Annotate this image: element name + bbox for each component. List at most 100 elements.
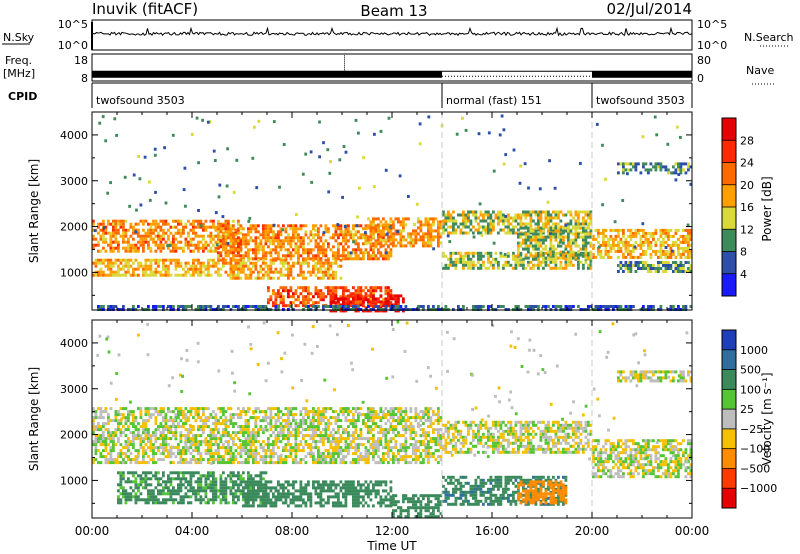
echo-cell [442, 254, 445, 258]
echo-cell [147, 446, 150, 450]
echo-cell [429, 238, 433, 242]
echo-cell [587, 216, 590, 220]
echo-cell [237, 431, 240, 435]
echo-cell [504, 214, 508, 218]
echo-cell [114, 222, 118, 226]
echo-cell [369, 437, 373, 441]
echo-cell [272, 270, 275, 274]
echo-cell [274, 292, 278, 296]
echo-cell [659, 231, 663, 235]
echo-cell [617, 249, 620, 253]
echo-cell [322, 443, 325, 447]
echo-cell [302, 245, 305, 249]
echo-cell [217, 437, 220, 441]
echo-cell [407, 241, 410, 245]
frequency-trace [592, 70, 692, 78]
echo-cell [122, 231, 125, 235]
echo-cell [167, 222, 170, 226]
echo-cell [269, 254, 273, 258]
echo-cell [159, 219, 163, 223]
echo-cell [224, 248, 228, 252]
echo-cell [204, 419, 208, 423]
echo-cell [279, 458, 283, 462]
echo-cell [267, 455, 270, 459]
echo-cell [349, 461, 353, 465]
echo-cell [174, 446, 178, 450]
echo-cell [107, 434, 110, 438]
echo-cell [109, 407, 113, 411]
echo-cell [559, 240, 562, 244]
echo-cell [539, 235, 543, 239]
echo-cell [287, 434, 290, 438]
echo-cell [502, 228, 505, 232]
echo-cell [137, 452, 140, 456]
echo-cell [159, 249, 163, 253]
echo-cell [377, 217, 380, 221]
echo-cell [392, 232, 395, 236]
echo-cell [294, 233, 298, 237]
echo-cell [312, 437, 315, 441]
echo-cell [277, 295, 280, 299]
echo-cell [389, 217, 393, 221]
echo-cell [134, 434, 138, 438]
echo-cell [119, 452, 123, 456]
echo-cell [657, 249, 660, 253]
echo-cell [279, 461, 283, 465]
echo-cell [164, 231, 168, 235]
echo-cell [267, 270, 270, 274]
echo-cell [232, 236, 235, 240]
echo-cell [242, 425, 245, 429]
echo-cell [644, 234, 648, 238]
echo-cell [412, 229, 415, 233]
echo-cell [507, 225, 510, 229]
echo-cell [514, 219, 518, 223]
echo-cell [129, 258, 133, 262]
echo-cell [242, 236, 245, 240]
echo-cell [197, 440, 200, 444]
echo-cell [547, 256, 550, 260]
echo-cell [124, 428, 128, 432]
echo-cell [219, 437, 223, 441]
echo-cell [172, 434, 175, 438]
echo-cell [342, 257, 345, 261]
echo-cell [167, 234, 170, 238]
echo-cell [194, 407, 198, 411]
echo-cell [249, 452, 253, 456]
echo-cell [654, 267, 658, 270]
echo-cell [627, 252, 630, 256]
echo-cell [212, 434, 215, 438]
echo-cell [394, 217, 398, 221]
echo-cell [664, 255, 668, 259]
echo-cell [172, 431, 175, 435]
echo-cell [554, 263, 558, 267]
echo-cell [337, 233, 340, 237]
echo-cell [512, 148, 516, 152]
echo-cell [97, 222, 100, 226]
echo-cell [322, 292, 325, 296]
echo-cell [502, 219, 505, 223]
echo-cell [342, 254, 345, 258]
echo-cell [217, 227, 220, 231]
echo-cell [369, 229, 373, 233]
echo-cell [319, 236, 323, 240]
echo-cell [184, 458, 188, 462]
echo-cell [204, 416, 208, 420]
echo-cell [334, 292, 338, 296]
echo-cell [312, 419, 315, 423]
echo-cell [259, 264, 263, 268]
echo-cell [284, 261, 288, 265]
echo-cell [334, 273, 338, 277]
echo-cell [559, 210, 563, 214]
echo-cell [264, 461, 268, 465]
echo-cell [194, 234, 198, 238]
echo-cell [354, 294, 358, 298]
echo-cell [114, 428, 118, 432]
echo-cell [447, 219, 450, 223]
echo-cell [552, 260, 555, 264]
echo-cell [579, 210, 583, 214]
echo-cell [347, 425, 350, 429]
echo-cell [264, 273, 268, 277]
echo-cell [244, 437, 248, 441]
echo-cell [399, 305, 403, 308]
echo-cell [162, 264, 165, 268]
